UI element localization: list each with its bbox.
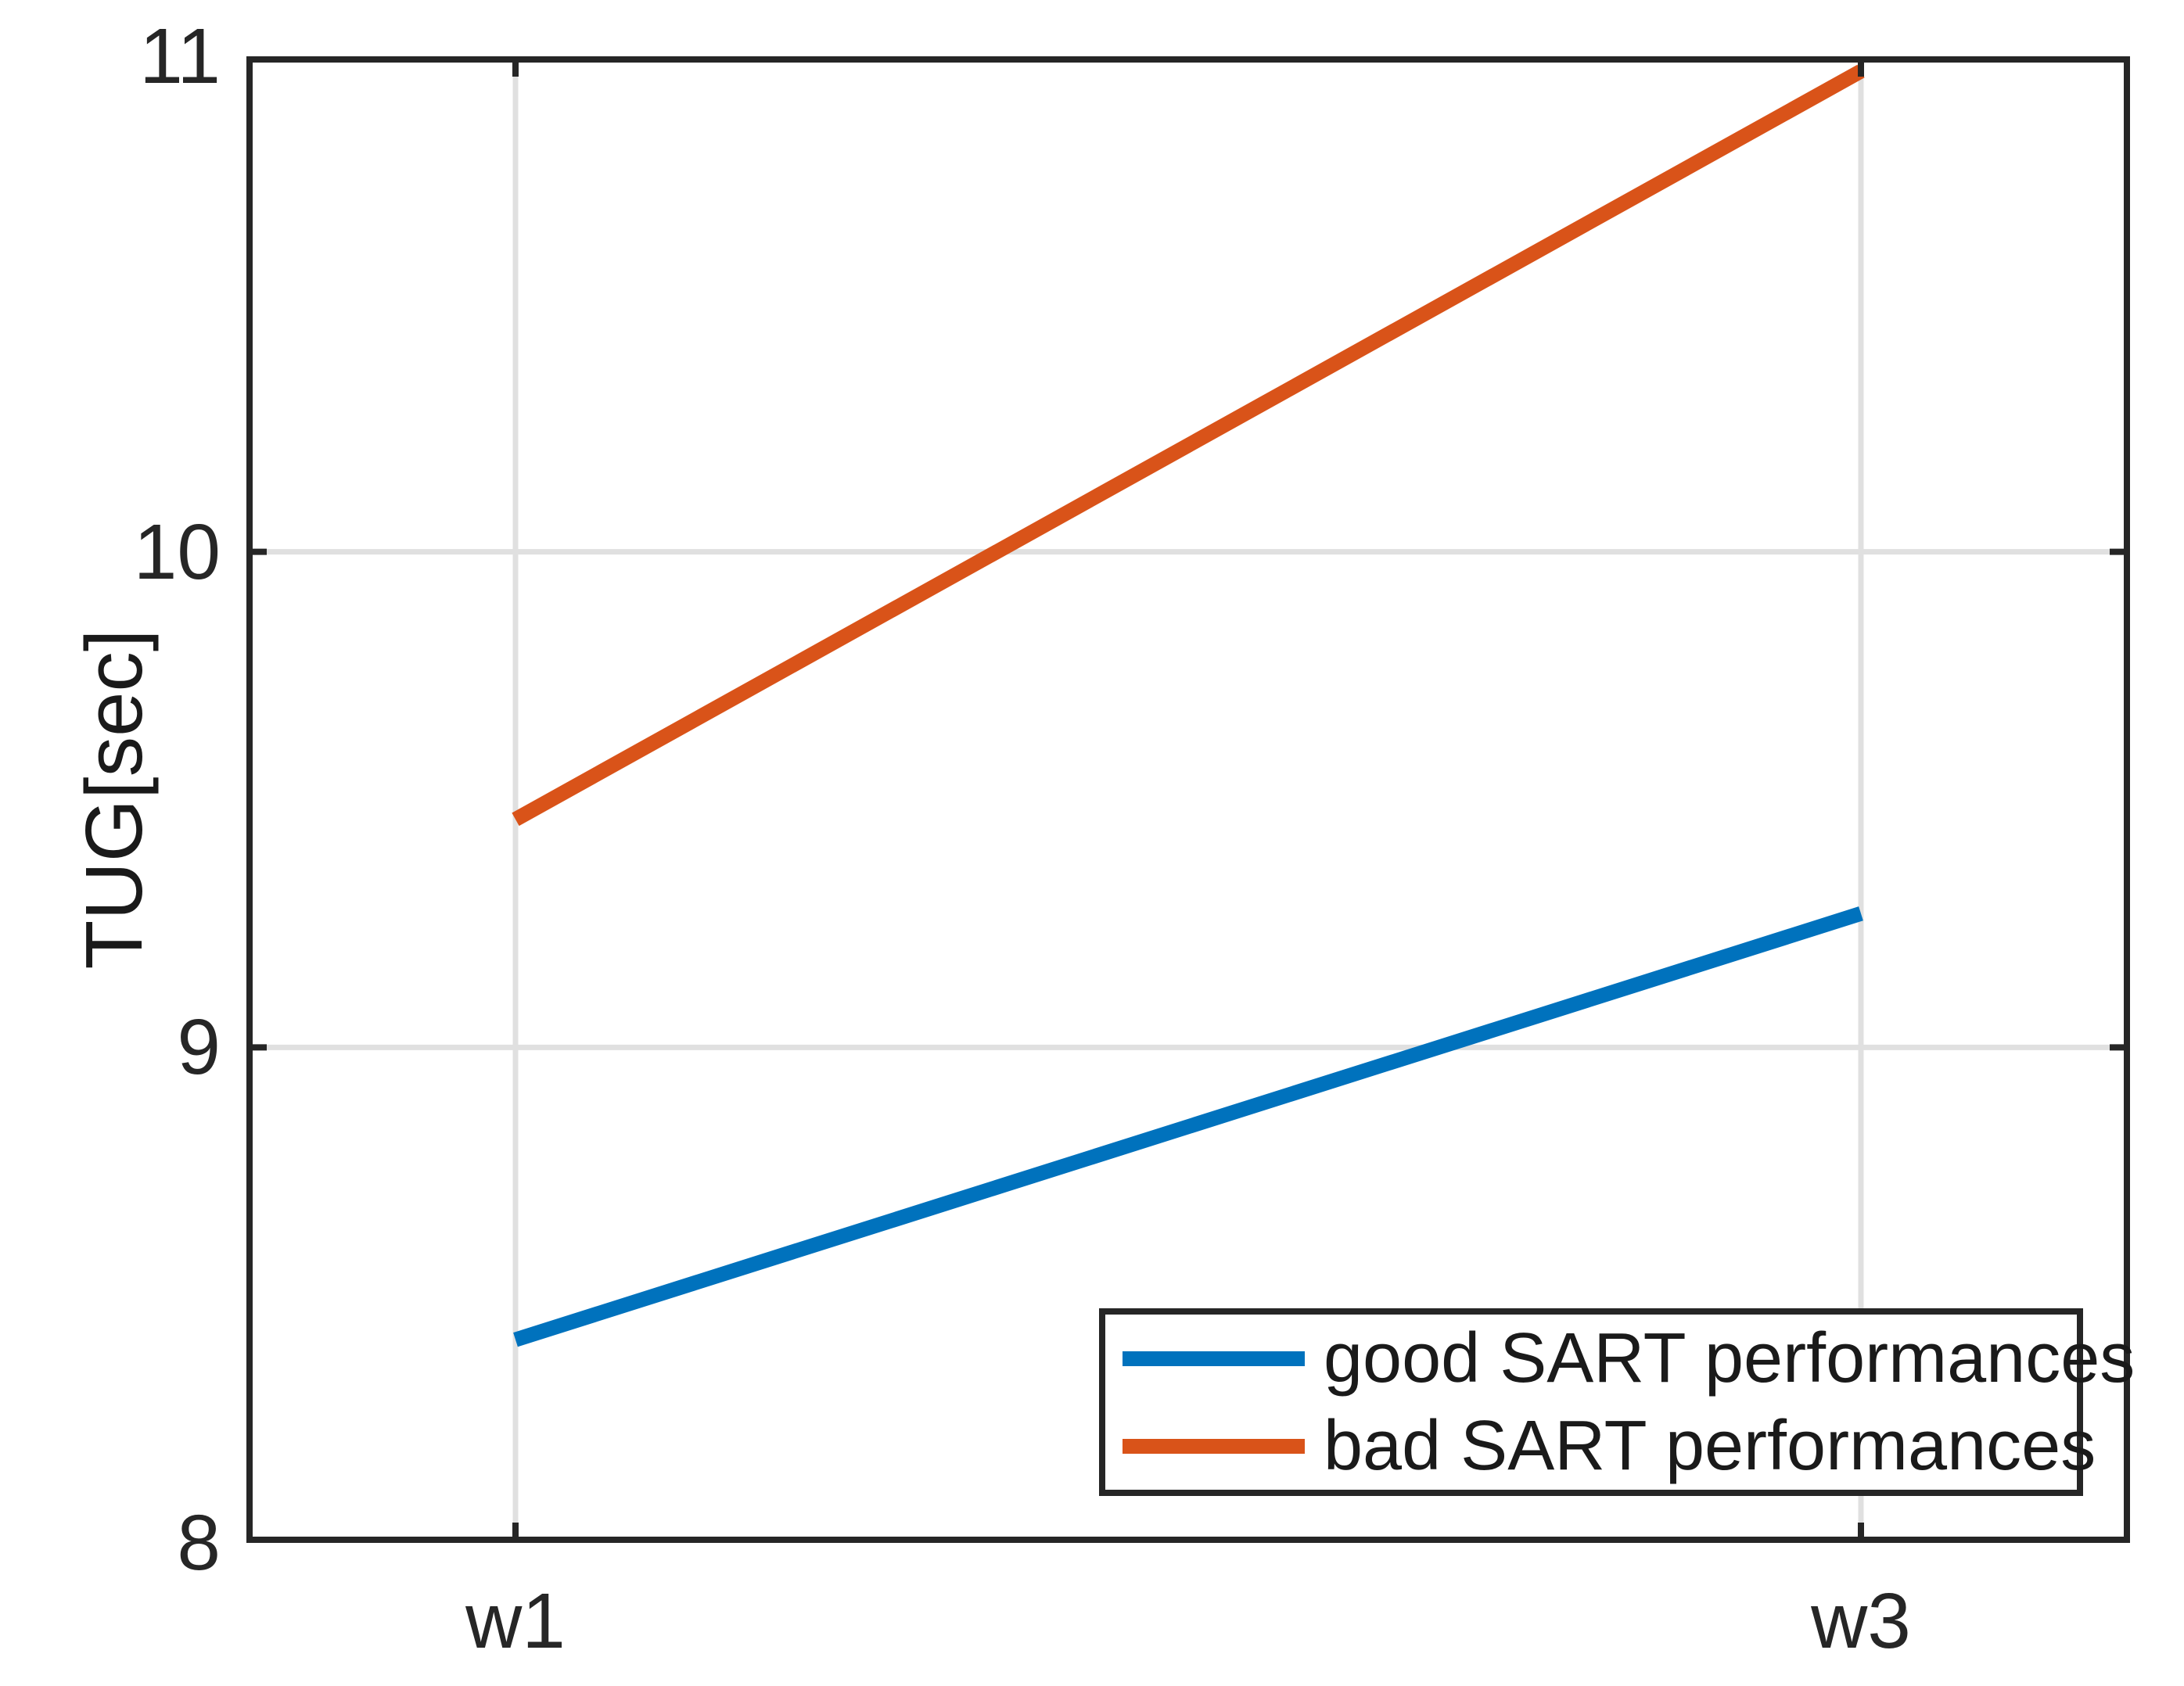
series-line-0: [513, 906, 1863, 1347]
series-line-1: [512, 64, 1865, 827]
legend-item-bad-sart: bad SART performances: [1105, 1402, 2096, 1490]
y-tick-label-8: 8: [177, 1499, 221, 1587]
x-tick-label-w3: w3: [1811, 1577, 1911, 1665]
y-tick-label-11: 11: [139, 13, 221, 100]
x-tick-label-w1: w1: [465, 1577, 566, 1665]
legend-line-swatch-blue: [1123, 1351, 1305, 1366]
legend: good SART performances bad SART performa…: [1099, 1308, 2135, 1496]
y-tick-label-10: 10: [133, 508, 221, 596]
plot-canvas: [246, 56, 2130, 1543]
plot-frame: [246, 56, 2130, 1543]
legend-line-swatch-orange: [1123, 1438, 1305, 1454]
legend-item-label: bad SART performances: [1324, 1406, 2096, 1485]
legend-item-good-sart: good SART performances: [1105, 1315, 2135, 1402]
y-axis-label: TUG[sec]: [69, 629, 159, 970]
y-tick-label-9: 9: [177, 1003, 221, 1092]
legend-item-label: good SART performances: [1324, 1318, 2136, 1397]
